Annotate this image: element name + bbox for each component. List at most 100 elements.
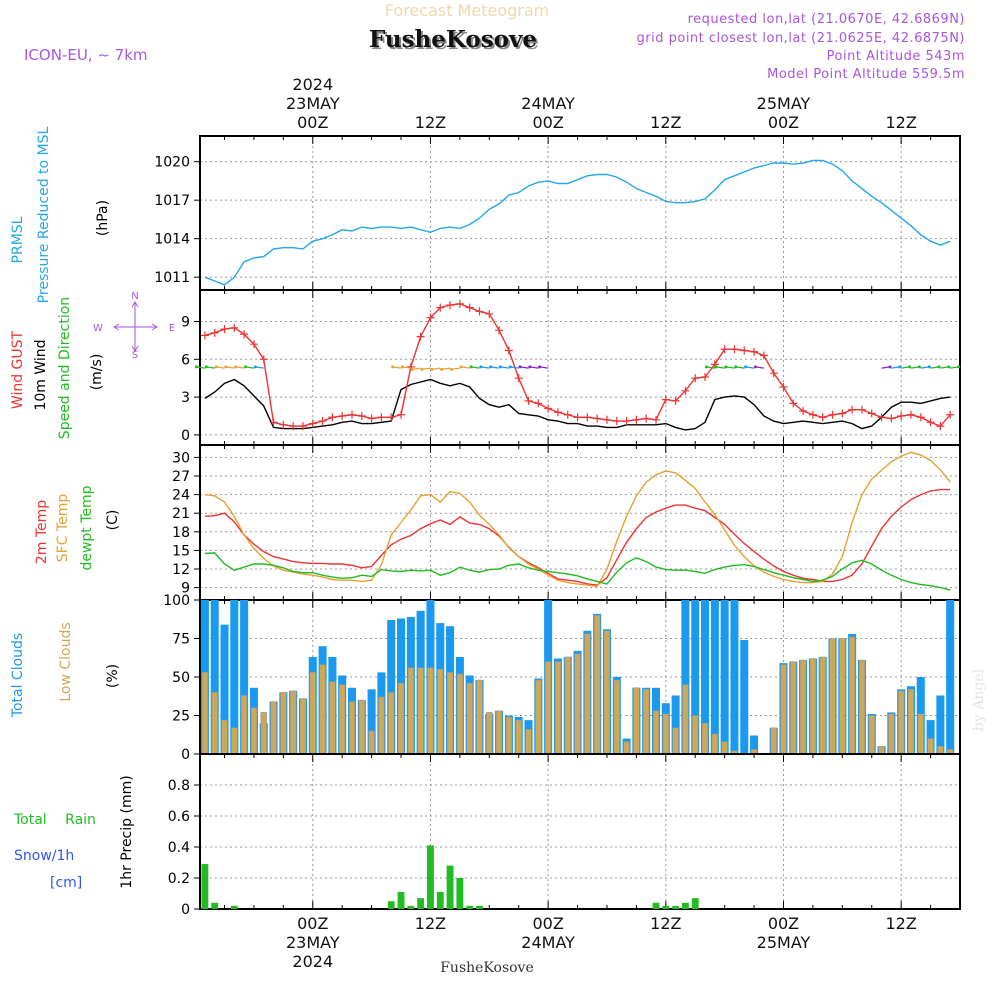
bottom-time-label: 12Z xyxy=(415,914,446,933)
rain-bar xyxy=(691,898,699,909)
gust-point xyxy=(298,422,307,431)
temperature-ytick-label: 9 xyxy=(181,581,190,597)
gust-point xyxy=(397,410,406,419)
pressure-line xyxy=(204,159,951,286)
low-cloud-bar xyxy=(701,722,709,755)
low-cloud-bar xyxy=(378,696,385,755)
low-cloud-bar xyxy=(545,661,552,755)
rain-bar xyxy=(407,905,415,909)
low-cloud-bar xyxy=(358,699,365,755)
temperature-ytick-label: 27 xyxy=(172,469,190,485)
top-time-label: 25MAY xyxy=(757,94,811,113)
low-cloud-bar xyxy=(721,741,728,755)
low-cloud-bar xyxy=(250,707,258,755)
wind-arrow-head xyxy=(420,367,424,371)
low-cloud-bar xyxy=(476,679,483,755)
wind-arrow-head xyxy=(234,365,238,369)
gust-point xyxy=(946,410,955,419)
total-cloud-bar xyxy=(730,600,739,754)
temperature-ytick-label: 30 xyxy=(172,450,190,466)
rain-bar xyxy=(387,901,395,909)
gust-point xyxy=(465,303,474,312)
gust-point xyxy=(661,395,670,404)
precip-unit: 1hr Precip (mm) xyxy=(119,775,135,888)
wind-arrow-head xyxy=(753,365,757,369)
credit: by Angel xyxy=(971,668,987,731)
low-cloud-bar xyxy=(662,713,669,755)
top-time-label: 00Z xyxy=(768,113,799,132)
cloud-unit: (%) xyxy=(105,664,121,688)
sfc-label: SFC Temp xyxy=(55,494,71,563)
total-cloud-bar xyxy=(681,600,690,754)
low-cloud-bar xyxy=(564,656,571,755)
low-cloud-bar xyxy=(623,741,630,755)
gust-point xyxy=(583,413,592,422)
compass-s: S xyxy=(132,350,138,361)
total-cloud-bar xyxy=(926,720,935,754)
pressure-label: PRMSL xyxy=(10,216,26,263)
wind-arrow-head xyxy=(734,365,738,369)
gust-point xyxy=(916,413,925,422)
location-title-shadow: FusheKosove xyxy=(371,28,539,55)
low-cloud-bar xyxy=(290,690,297,755)
low-cloud-bar xyxy=(525,729,532,755)
wind-arrow-head xyxy=(391,365,395,369)
gust-point xyxy=(553,408,562,417)
rain-bar xyxy=(652,902,660,909)
model-point-altitude: Model Point Altitude 559.5m xyxy=(767,67,965,82)
pressure-ytick-label: 1020 xyxy=(154,155,190,171)
low-cloud-bar xyxy=(417,667,424,755)
top-time-label: 00Z xyxy=(532,113,563,132)
low-cloud-bar xyxy=(780,664,787,755)
gust-point xyxy=(652,415,660,424)
rain-bar xyxy=(476,905,483,909)
wind-arrow-head xyxy=(194,365,198,369)
rain-bar xyxy=(662,905,670,909)
wind-arrow-head xyxy=(214,365,218,369)
location-title: FusheKosove xyxy=(369,26,537,53)
rain-bar xyxy=(397,891,405,909)
precip-ytick-label: 0 xyxy=(181,902,190,918)
top-time-label: 24MAY xyxy=(521,94,575,113)
wind-arrow-head xyxy=(888,365,892,369)
gust-point xyxy=(377,413,386,422)
rain-bar xyxy=(201,864,209,909)
low-cloud-bar xyxy=(839,638,846,755)
low-cloud-bar xyxy=(299,698,307,755)
clouds-panel: 0 25 50 75 100 xyxy=(163,593,961,763)
gust-point xyxy=(534,399,543,408)
gust-point xyxy=(514,374,523,383)
low-cloud-bar xyxy=(672,727,679,755)
pressure-unit: (hPa) xyxy=(95,200,111,236)
wind-arrow-head xyxy=(908,365,912,369)
wind-arrow-head xyxy=(957,365,961,369)
wind-arrow-head xyxy=(430,367,434,371)
gust-point xyxy=(867,409,876,418)
total-cloud-bar xyxy=(671,695,680,754)
gust-point xyxy=(446,301,455,310)
snow-label: Snow/1h xyxy=(14,848,74,864)
clouds-ytick-label: 50 xyxy=(172,670,190,686)
bottom-time-label: 12Z xyxy=(885,914,916,933)
total-cloud-bar xyxy=(230,600,239,754)
header: Forecast Meteogram FusheKosove FusheKoso… xyxy=(24,1,987,976)
gust-point xyxy=(504,346,513,355)
gust-point xyxy=(367,414,376,423)
dewpt-line xyxy=(204,552,951,591)
gust-point xyxy=(563,410,572,419)
gust-point xyxy=(544,404,553,413)
gust-point xyxy=(416,332,425,341)
temperature-panel: 9 12 15 18 21 24 27 30 xyxy=(172,444,961,601)
total-cloud-bar xyxy=(750,735,759,754)
total-cloud-bar xyxy=(946,600,955,754)
rain-bar xyxy=(211,902,219,909)
gust-point xyxy=(269,418,278,427)
t2m-line xyxy=(204,488,951,586)
low-cloud-bar xyxy=(927,738,934,755)
gust-point xyxy=(348,410,356,419)
low-cloud-bar xyxy=(280,692,287,755)
low-cloud-bar xyxy=(309,672,316,755)
point-altitude: Point Altitude 543m xyxy=(827,49,965,64)
rain-bar xyxy=(417,898,425,909)
